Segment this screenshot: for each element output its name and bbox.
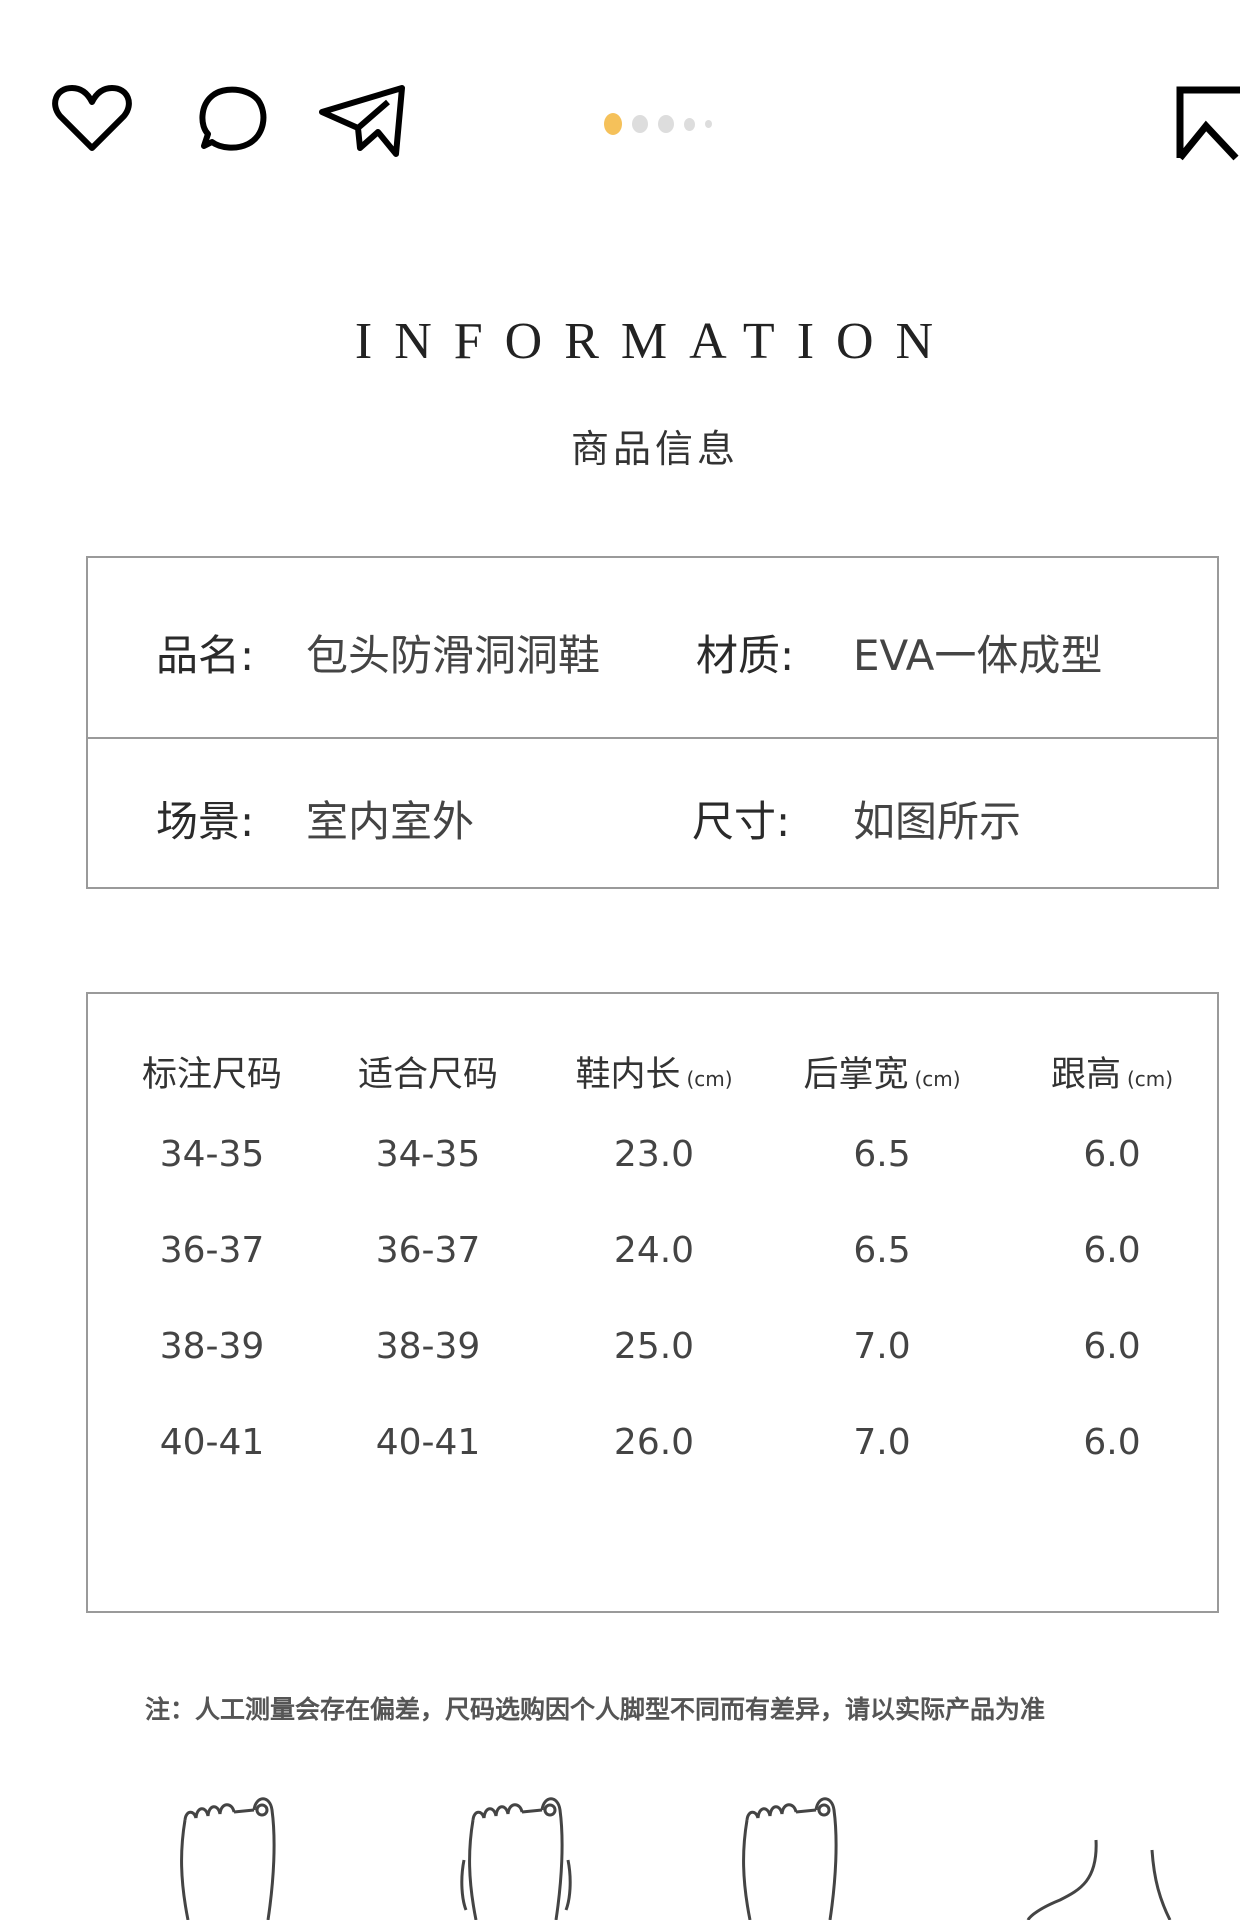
- send-icon[interactable]: [318, 84, 408, 158]
- table-header: 适合尺码: [358, 1046, 498, 1097]
- foot-side-icon: [1026, 1839, 1172, 1921]
- heart-icon[interactable]: [50, 84, 134, 154]
- bookmark-icon[interactable]: [1176, 86, 1240, 162]
- carousel-indicator: [604, 113, 712, 135]
- table-header: 跟高 (cm): [1051, 1046, 1173, 1097]
- size-table: 标注尺码 适合尺码 鞋内长 (cm) 后掌宽 (cm) 跟高 (cm) 34-35 34-35 23…: [86, 992, 1219, 1613]
- label-size: 尺寸:: [692, 797, 791, 846]
- table-cell: 26.0: [613, 1422, 695, 1463]
- page-subtitle: 商品信息: [570, 427, 739, 471]
- value-name: 包头防滑洞洞鞋: [306, 631, 601, 680]
- carousel-dot[interactable]: [632, 115, 648, 133]
- measurement-note: 注：人工测量会存在偏差，尺码选购因个人脚型不同而有差异，请以实际产品为准: [145, 1695, 1046, 1724]
- table-header: 后掌宽 (cm): [803, 1046, 960, 1097]
- value-size: 如图所示: [853, 797, 1022, 846]
- table-cell: 34-35: [159, 1134, 265, 1175]
- value-material: EVA一体成型: [853, 631, 1103, 680]
- table-cell: 6.5: [853, 1230, 911, 1271]
- carousel-dot[interactable]: [658, 115, 674, 133]
- label-scene: 场景:: [156, 797, 255, 846]
- table-cell: 40-41: [375, 1422, 481, 1463]
- header-unit: (cm): [1126, 1067, 1174, 1091]
- label-name: 品名:: [156, 631, 255, 680]
- header-unit: (cm): [686, 1067, 733, 1091]
- table-cell: 38-39: [375, 1326, 481, 1367]
- header-label: 标注尺码: [141, 1055, 283, 1095]
- table-cell: 40-41: [159, 1422, 265, 1463]
- value-scene: 室内室外: [306, 797, 475, 846]
- header-label: 鞋内长: [575, 1055, 681, 1095]
- table-cell: 6.0: [1083, 1134, 1141, 1175]
- table-header: 标注尺码: [142, 1046, 282, 1097]
- table-cell: 34-35: [375, 1134, 481, 1175]
- header-label: 适合尺码: [357, 1055, 499, 1095]
- header-label: 跟高: [1050, 1055, 1121, 1095]
- product-info-box: 品名: 包头防滑洞洞鞋 材质: EVA一体成型 场景: 室内室外 尺寸: 如图所…: [86, 556, 1219, 889]
- foot-icon: [180, 1797, 276, 1921]
- divider: [88, 737, 1217, 739]
- table-header: 鞋内长 (cm): [575, 1046, 732, 1097]
- label-material: 材质:: [696, 631, 795, 680]
- table-cell: 25.0: [613, 1326, 695, 1367]
- table-cell: 6.0: [1083, 1230, 1141, 1271]
- table-cell: 23.0: [613, 1134, 695, 1175]
- comment-icon[interactable]: [192, 84, 272, 154]
- foot-icon: [460, 1797, 572, 1921]
- carousel-dot[interactable]: [684, 117, 695, 131]
- table-cell: 7.0: [853, 1326, 911, 1367]
- table-cell: 24.0: [613, 1230, 695, 1271]
- carousel-dot[interactable]: [705, 120, 712, 128]
- carousel-dot-active[interactable]: [604, 113, 622, 135]
- table-cell: 6.0: [1083, 1326, 1141, 1367]
- table-cell: 38-39: [159, 1326, 265, 1367]
- header-unit: (cm): [914, 1067, 961, 1091]
- header-label: 后掌宽: [803, 1055, 909, 1095]
- foot-icon: [742, 1797, 838, 1921]
- table-cell: 36-37: [159, 1230, 265, 1271]
- page-title: INFORMATION: [354, 313, 956, 370]
- table-cell: 6.0: [1083, 1422, 1141, 1463]
- table-cell: 6.5: [853, 1134, 911, 1175]
- table-cell: 7.0: [853, 1422, 911, 1463]
- foot-type-illustrations: [0, 1790, 1240, 1921]
- table-cell: 36-37: [375, 1230, 481, 1271]
